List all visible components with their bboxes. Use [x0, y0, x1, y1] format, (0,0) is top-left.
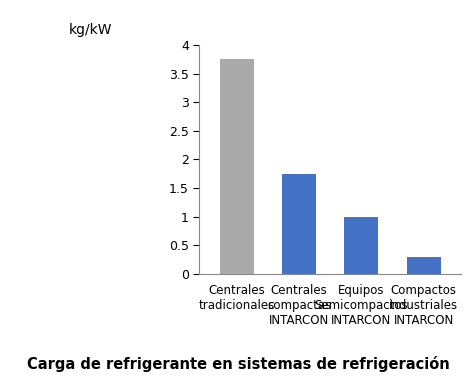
Bar	[407, 256, 441, 274]
Bar	[344, 217, 378, 274]
Bar	[220, 59, 254, 274]
Bar	[282, 174, 316, 274]
Text: Carga de refrigerante en sistemas de refrigeración: Carga de refrigerante en sistemas de ref…	[27, 356, 449, 372]
Text: kg/kW: kg/kW	[69, 23, 112, 36]
